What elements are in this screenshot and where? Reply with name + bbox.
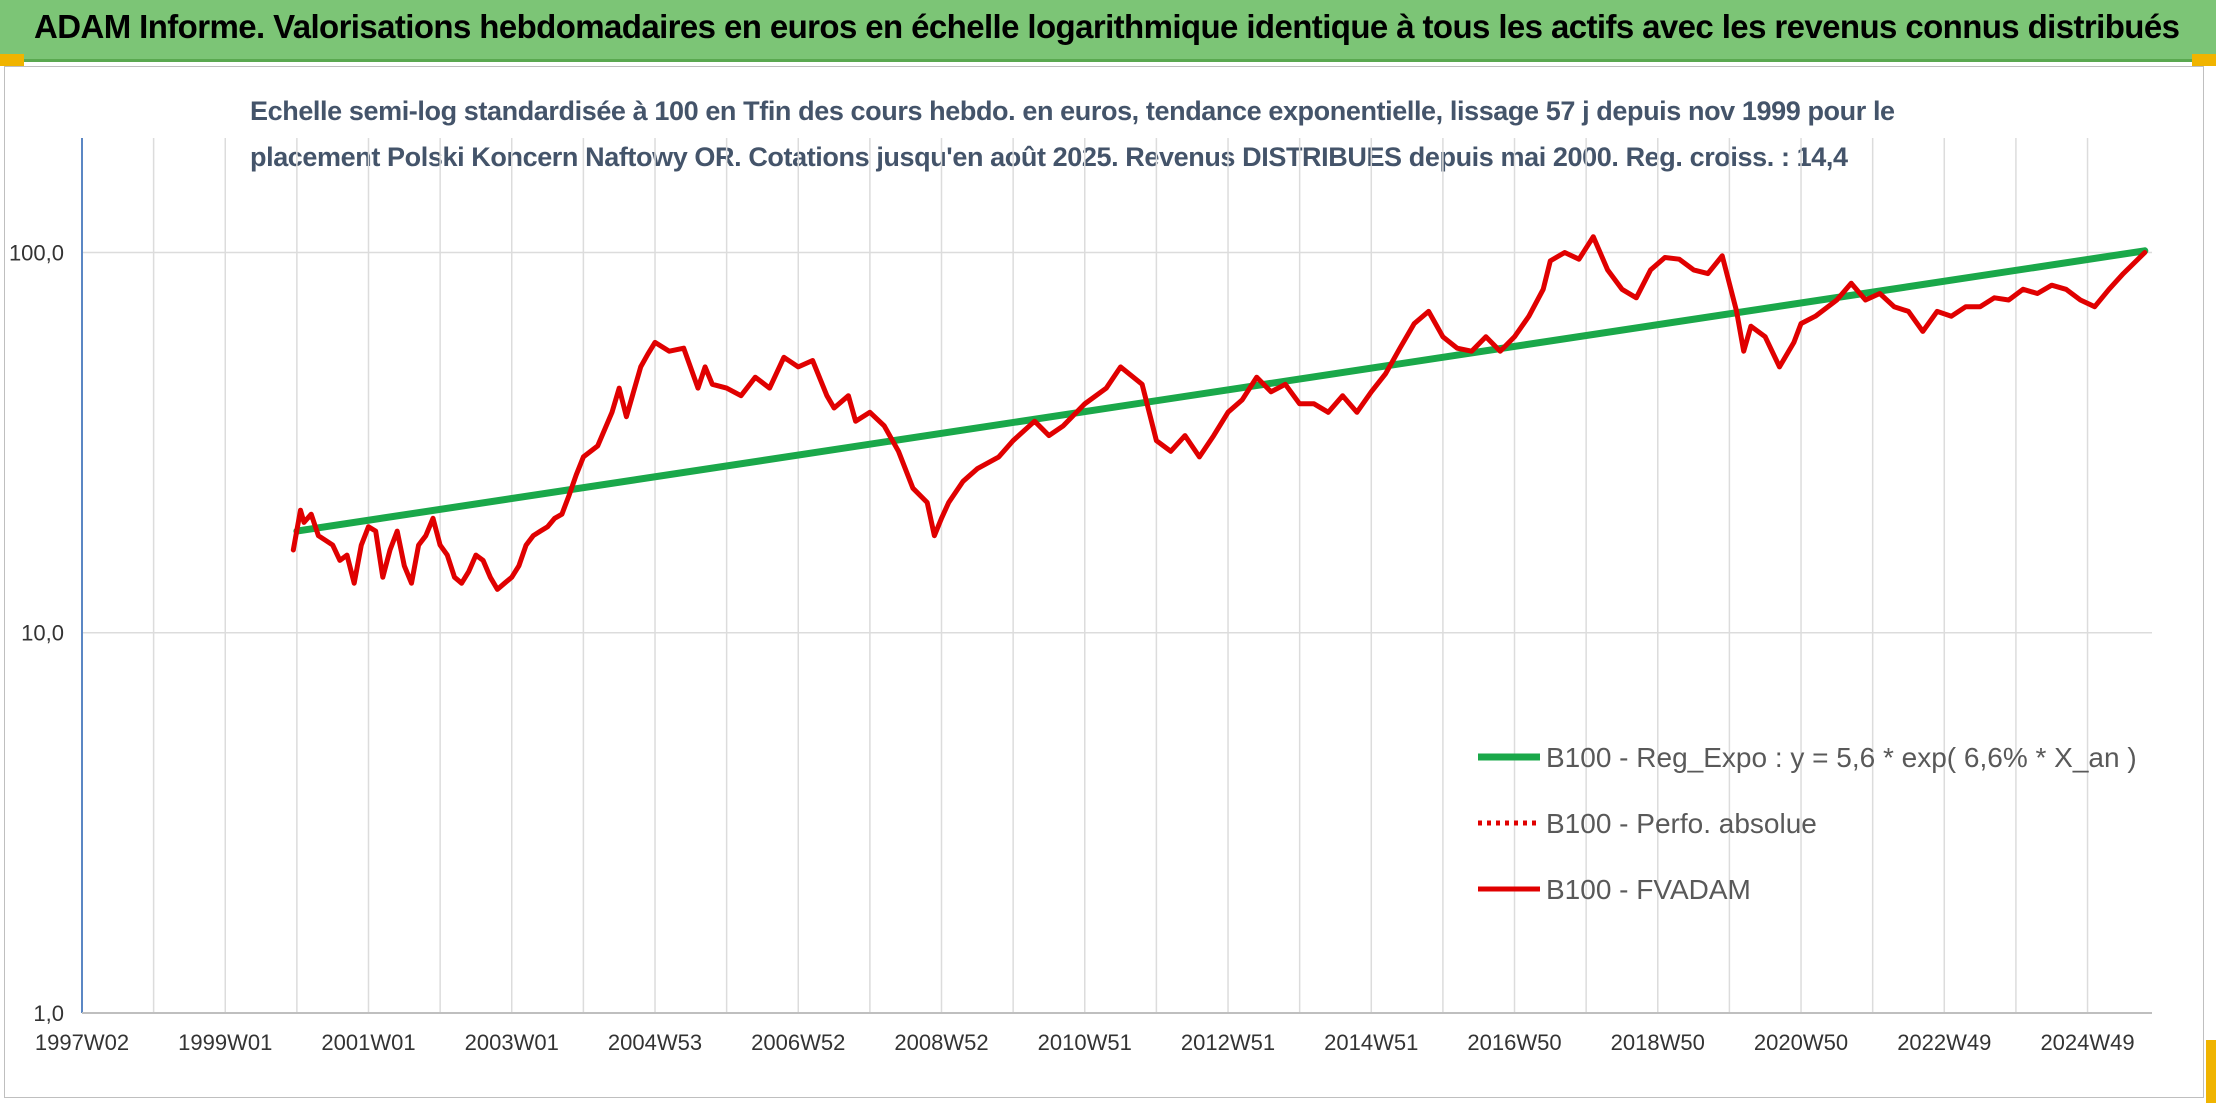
x-tick-label: 2020W50 xyxy=(1754,1030,1848,1055)
x-tick-label: 1997W02 xyxy=(35,1030,129,1055)
x-tick-label: 2024W49 xyxy=(2040,1030,2134,1055)
chart-area xyxy=(4,66,2204,1098)
x-tick-label: 2001W01 xyxy=(321,1030,415,1055)
series-line-1 xyxy=(293,247,2149,535)
legend-label-1: B100 - Reg_Expo : y = 5,6 * exp( 6,6% * … xyxy=(1546,742,2137,773)
series-line-3 xyxy=(290,234,2148,592)
x-tick-label: 2014W51 xyxy=(1324,1030,1418,1055)
y-tick-label: 10,0 xyxy=(21,621,64,646)
x-tick-label: 2012W51 xyxy=(1181,1030,1275,1055)
x-tick-label: 2022W49 xyxy=(1897,1030,1991,1055)
report-header: ADAM Informe. Valorisations hebdomadaire… xyxy=(0,0,2216,62)
y-tick-label: 100,0 xyxy=(9,240,64,265)
x-tick-label: 2016W50 xyxy=(1467,1030,1561,1055)
report-title: ADAM Informe. Valorisations hebdomadaire… xyxy=(34,8,2180,45)
legend-label-3: B100 - FVADAM xyxy=(1546,874,1751,905)
corner-marker-right xyxy=(2192,54,2216,66)
y-tick-label: 1,0 xyxy=(33,1001,64,1026)
legend-label-2: B100 - Perfo. absolue xyxy=(1546,808,1817,839)
x-tick-label: 2003W01 xyxy=(465,1030,559,1055)
x-tick-label: 2008W52 xyxy=(894,1030,988,1055)
x-tick-label: 2010W51 xyxy=(1038,1030,1132,1055)
x-tick-label: 2018W50 xyxy=(1611,1030,1705,1055)
chart-title-line-1: Echelle semi-log standardisée à 100 en T… xyxy=(250,96,1895,126)
x-tick-label: 2004W53 xyxy=(608,1030,702,1055)
corner-marker-bottom-right xyxy=(2206,1040,2216,1103)
corner-marker-left xyxy=(0,54,24,66)
chart-title-line-2: placement Polski Koncern Naftowy OR. Cot… xyxy=(250,142,1848,172)
x-tick-label: 1999W01 xyxy=(178,1030,272,1055)
x-tick-label: 2006W52 xyxy=(751,1030,845,1055)
